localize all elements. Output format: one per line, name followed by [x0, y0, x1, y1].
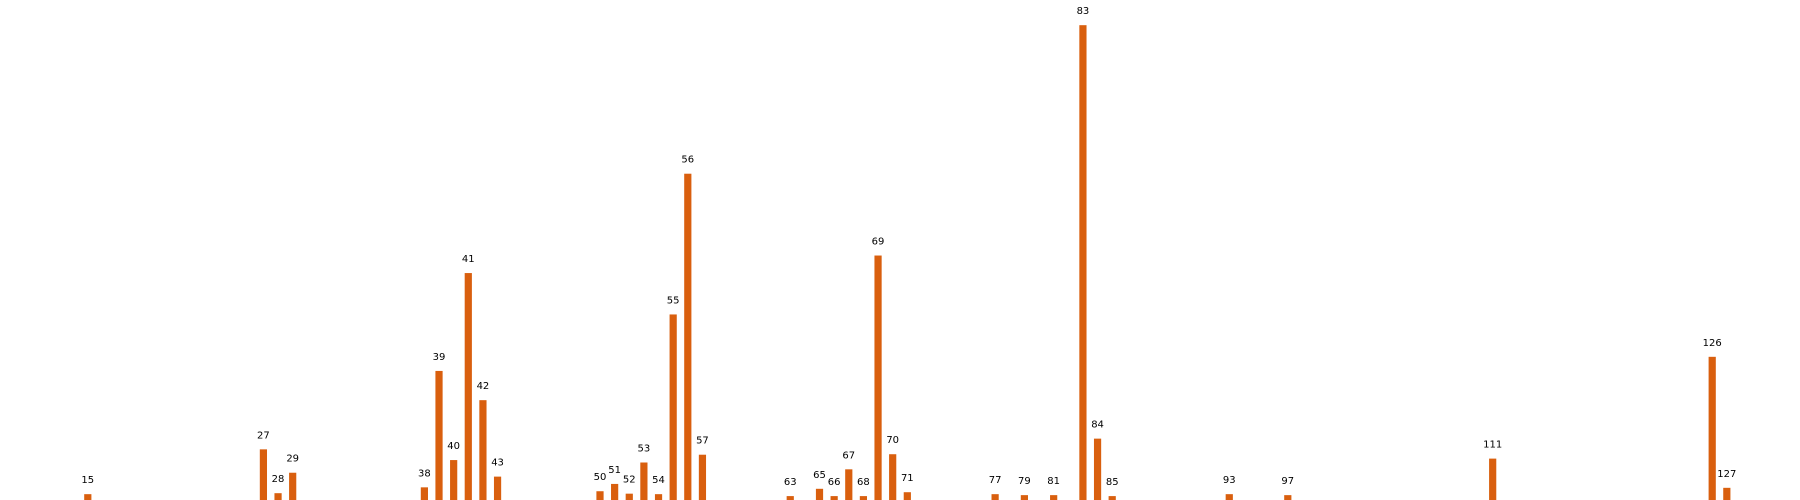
bar-40: [450, 460, 458, 500]
bar-label-41: 41: [462, 254, 475, 265]
bar-label-52: 52: [623, 475, 636, 486]
bar-label-71: 71: [901, 473, 914, 484]
bar-55: [669, 314, 677, 500]
bar-15: [84, 494, 92, 500]
bar-label-51: 51: [608, 465, 621, 476]
bar-label-85: 85: [1106, 477, 1119, 488]
bar-label-70: 70: [886, 435, 899, 446]
bar-27: [259, 449, 268, 500]
bar-79: [1020, 495, 1028, 500]
bar-label-57: 57: [696, 436, 709, 447]
bar-label-29: 29: [286, 454, 299, 465]
bar-label-43: 43: [491, 458, 504, 469]
bar-label-79: 79: [1018, 476, 1031, 487]
bar-label-56: 56: [681, 155, 694, 166]
bar-39: [435, 370, 443, 500]
bar-label-39: 39: [433, 352, 446, 363]
bar-29: [289, 472, 297, 500]
bar-label-84: 84: [1091, 420, 1104, 431]
bar-label-127: 127: [1717, 469, 1736, 480]
bar-51: [611, 483, 619, 500]
bar-label-55: 55: [667, 295, 680, 306]
bar-label-63: 63: [784, 477, 797, 488]
bar-77: [991, 494, 999, 500]
bar-81: [1050, 495, 1058, 500]
bar-56: [684, 173, 692, 500]
bar-label-54: 54: [652, 475, 665, 486]
bar-38: [420, 487, 428, 500]
bar-label-126: 126: [1703, 338, 1722, 349]
bar-67: [845, 469, 853, 500]
bar-93: [1225, 494, 1233, 500]
bar-71: [903, 492, 911, 500]
bar-label-81: 81: [1047, 476, 1060, 487]
bar-label-66: 66: [828, 477, 841, 488]
bar-label-97: 97: [1281, 476, 1294, 487]
bar-label-42: 42: [477, 381, 490, 392]
bar-52: [625, 493, 633, 500]
bar-label-68: 68: [857, 477, 870, 488]
bar-85: [1108, 496, 1116, 500]
bar-50: [596, 491, 604, 500]
bar-42: [479, 400, 487, 500]
bar-68: [859, 496, 868, 500]
bar-70: [889, 454, 897, 500]
bar-43: [493, 476, 502, 500]
bar-63: [786, 496, 794, 500]
bar-label-40: 40: [447, 441, 460, 452]
bar-111: [1489, 458, 1497, 500]
bar-54: [654, 494, 663, 500]
bar-label-38: 38: [418, 468, 431, 479]
bar-127: [1723, 487, 1731, 500]
bar-83: [1079, 25, 1087, 500]
bar-126: [1708, 356, 1716, 500]
bar-65: [815, 488, 824, 500]
bar-57: [698, 454, 707, 500]
bar-41: [464, 273, 472, 500]
bar-label-27: 27: [257, 430, 270, 441]
bar-label-77: 77: [989, 475, 1002, 486]
bar-label-111: 111: [1483, 440, 1502, 451]
bar-label-69: 69: [872, 237, 885, 248]
bar-label-15: 15: [81, 475, 94, 486]
bar-28: [274, 493, 282, 500]
bar-69: [874, 255, 882, 500]
bar-label-50: 50: [594, 472, 607, 483]
bar-label-83: 83: [1077, 6, 1090, 17]
bar-53: [640, 462, 648, 500]
bars-group: [84, 25, 1731, 500]
bar-label-65: 65: [813, 470, 826, 481]
bar-label-93: 93: [1223, 475, 1236, 486]
bar-97: [1284, 495, 1292, 500]
bar-label-28: 28: [272, 474, 285, 485]
bar-label-67: 67: [842, 450, 855, 461]
bar-84: [1093, 438, 1102, 500]
bar-66: [830, 496, 838, 500]
bar-label-53: 53: [638, 444, 651, 455]
